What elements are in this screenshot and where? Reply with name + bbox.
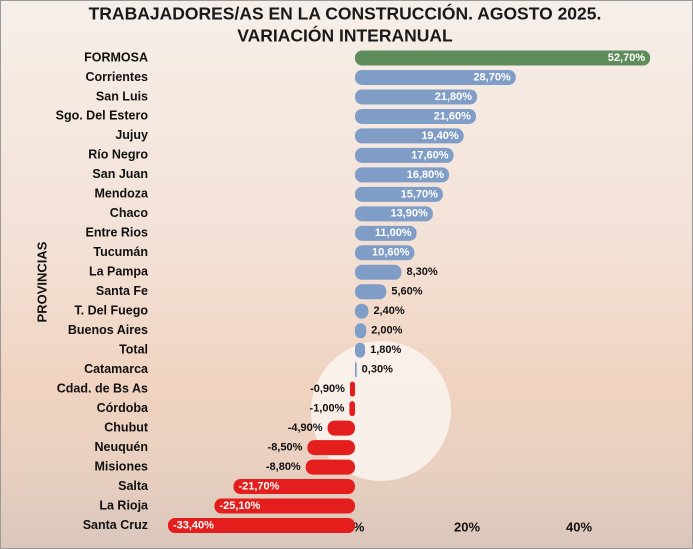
bar xyxy=(355,342,366,358)
value-label: 15,70% xyxy=(401,188,439,200)
x-tick-label: 40% xyxy=(566,519,592,534)
category-label: Santa Fe xyxy=(96,284,148,298)
bar xyxy=(233,479,355,495)
bar xyxy=(167,518,355,534)
bar xyxy=(349,401,355,417)
value-label: 16,80% xyxy=(407,169,445,181)
category-label: T. Del Fuego xyxy=(74,304,148,318)
value-label: 13,90% xyxy=(391,208,429,220)
value-label: -0,90% xyxy=(310,383,345,395)
y-axis-label: PROVINCIAS xyxy=(34,241,49,322)
value-label: -1,00% xyxy=(310,403,345,415)
value-label: -33,40% xyxy=(173,519,214,531)
bar xyxy=(214,498,355,514)
bar xyxy=(305,459,355,475)
bar xyxy=(355,284,387,300)
category-label: Santa Cruz xyxy=(83,518,148,532)
value-label: 1,80% xyxy=(370,344,401,356)
bar xyxy=(355,206,433,222)
bar xyxy=(355,167,450,183)
bar xyxy=(355,186,443,202)
category-label: La Rioja xyxy=(99,498,149,512)
bar xyxy=(355,303,369,319)
value-label: 28,70% xyxy=(473,71,511,83)
bar xyxy=(355,264,402,280)
value-label: 21,80% xyxy=(435,91,473,103)
bar xyxy=(355,69,516,85)
bar xyxy=(355,50,651,66)
category-label: Jujuy xyxy=(115,128,148,142)
bar xyxy=(355,89,478,105)
bar xyxy=(355,108,476,124)
value-label: 21,60% xyxy=(434,110,472,122)
category-label: San Luis xyxy=(96,89,148,103)
category-label: Salta xyxy=(118,479,149,493)
bar xyxy=(349,381,355,397)
category-label: Chubut xyxy=(104,420,149,434)
category-label: FORMOSA xyxy=(84,50,148,64)
value-label: 10,60% xyxy=(372,247,410,259)
category-label: Misiones xyxy=(95,459,149,473)
value-label: 2,40% xyxy=(373,305,404,317)
category-label: Cdad. de Bs As xyxy=(57,381,148,395)
value-label: 17,60% xyxy=(411,149,449,161)
bar xyxy=(355,245,415,261)
category-label: Tucumán xyxy=(93,245,148,259)
bar xyxy=(355,147,454,163)
category-label: Catamarca xyxy=(84,362,149,376)
category-label: Córdoba xyxy=(97,401,149,415)
category-label: Sgo. Del Estero xyxy=(56,109,149,123)
category-label: Total xyxy=(119,342,148,356)
category-label: La Pampa xyxy=(89,265,149,279)
value-label: 2,00% xyxy=(371,325,402,337)
category-label: San Juan xyxy=(92,167,148,181)
value-label: 19,40% xyxy=(421,130,459,142)
x-tick-label: 20% xyxy=(454,519,480,534)
category-label: Neuquén xyxy=(95,440,148,454)
value-label: -8,80% xyxy=(266,461,301,473)
bar xyxy=(327,420,355,436)
value-label: -21,70% xyxy=(238,480,279,492)
bar xyxy=(355,225,417,241)
value-label: 8,30% xyxy=(406,266,437,278)
chart-title: VARIACIÓN INTERANUAL xyxy=(237,25,453,46)
value-label: -8,50% xyxy=(268,442,303,454)
category-label: Río Negro xyxy=(88,148,148,162)
category-label: Entre Rios xyxy=(85,226,148,240)
value-label: -25,10% xyxy=(219,500,260,512)
value-label: 0,30% xyxy=(362,364,393,376)
bar xyxy=(355,323,367,339)
category-label: Buenos Aires xyxy=(68,323,148,337)
value-label: 11,00% xyxy=(375,227,412,239)
value-label: -4,90% xyxy=(288,422,323,434)
value-label: 52,70% xyxy=(608,52,646,64)
bar xyxy=(355,128,464,144)
chart-title: TRABAJADORES/AS EN LA CONSTRUCCIÓN. AGOS… xyxy=(89,3,602,24)
category-label: Mendoza xyxy=(95,187,150,201)
bar xyxy=(355,362,357,378)
value-label: 5,60% xyxy=(391,286,422,298)
bar xyxy=(307,440,355,456)
category-label: Chaco xyxy=(110,206,149,220)
category-label: Corrientes xyxy=(85,70,148,84)
